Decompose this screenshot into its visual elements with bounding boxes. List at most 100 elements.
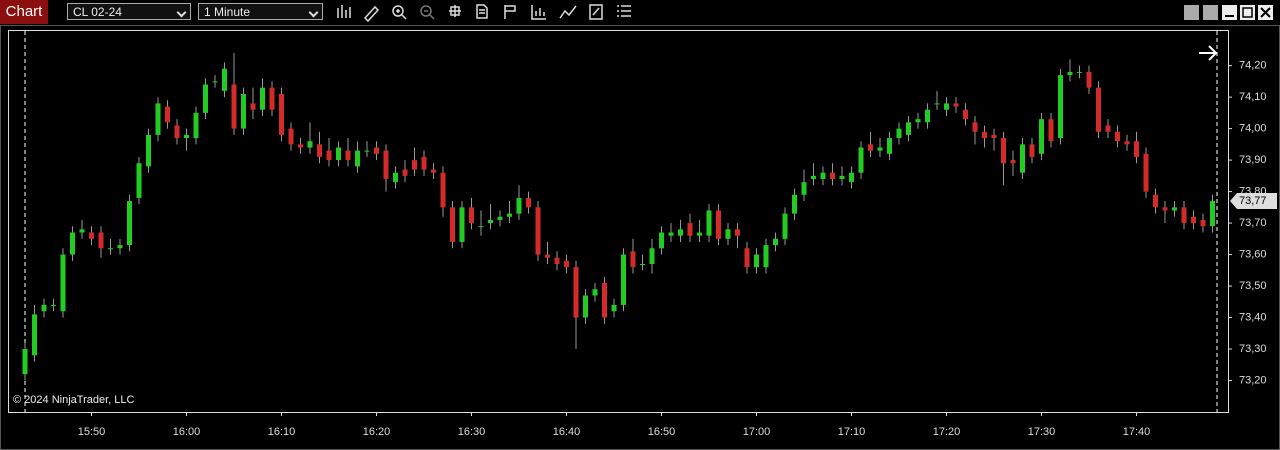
candle-body: [307, 141, 313, 148]
candle-body: [155, 103, 161, 135]
candle-body: [1172, 207, 1177, 211]
x-tick-label: 16:00: [173, 426, 201, 438]
candle-body: [906, 122, 911, 135]
candle-body: [640, 264, 645, 266]
candle-body: [801, 182, 807, 195]
scroll-arrow[interactable]: [1199, 45, 1218, 61]
candle-body: [621, 254, 626, 305]
x-tick-label: 17:20: [933, 426, 961, 438]
candle-body: [630, 251, 636, 268]
candle-body: [70, 232, 75, 255]
candle-body: [146, 134, 151, 167]
candle-body: [573, 267, 579, 318]
candle-body: [374, 147, 379, 154]
candle-body: [212, 81, 218, 83]
candle-body: [469, 207, 474, 224]
candle-body: [1039, 119, 1044, 154]
candle-body: [1143, 153, 1149, 192]
interval-select[interactable]: 1 Minute: [198, 3, 323, 20]
candle-body: [89, 232, 94, 239]
candle-body: [811, 175, 816, 179]
candle-body: [1020, 144, 1025, 173]
candle-body: [317, 144, 322, 157]
y-tick-label: 73,40: [1239, 311, 1267, 323]
candle-body: [782, 213, 788, 239]
candle-body: [1077, 71, 1082, 73]
candle-body: [545, 254, 550, 258]
candle-body: [1115, 131, 1120, 142]
candle-body: [963, 109, 968, 120]
candle-body: [79, 229, 85, 233]
y-tick-label: 73,20: [1239, 374, 1267, 386]
y-tick-label: 74,10: [1239, 91, 1267, 103]
candle-body: [336, 147, 341, 161]
candle-body: [288, 128, 294, 145]
x-tick-label: 17:40: [1123, 426, 1151, 438]
candle-body: [830, 172, 835, 179]
candle-body: [792, 194, 797, 214]
candle-body: [459, 207, 465, 242]
candle-body: [203, 84, 208, 113]
candle-body: [602, 282, 607, 318]
candle-body: [22, 349, 28, 375]
x-tick-label: 16:50: [648, 426, 676, 438]
candle-body: [402, 169, 408, 176]
candle-body: [260, 87, 265, 110]
candle-body: [431, 169, 436, 173]
candle-body: [231, 84, 237, 129]
candle-body: [355, 150, 360, 167]
candle-body: [165, 106, 170, 123]
instrument-select[interactable]: CL 02-24: [67, 3, 191, 20]
candle-body: [421, 156, 427, 170]
x-tick-label: 16:10: [268, 426, 296, 438]
candle-body: [383, 150, 389, 179]
candle-body: [1181, 207, 1187, 224]
candle-body: [925, 109, 930, 123]
candle-body: [51, 304, 56, 306]
candle-body: [868, 144, 873, 151]
candle-body: [697, 232, 702, 236]
candle-body: [32, 314, 37, 356]
candle-body: [687, 223, 693, 236]
candle-body: [488, 219, 493, 224]
candle-body: [716, 210, 721, 239]
last-price-marker: [1230, 193, 1277, 210]
candle-body: [193, 112, 199, 139]
candle-body: [269, 87, 275, 110]
candle-body: [1200, 219, 1206, 227]
candle-body: [896, 128, 902, 139]
candle-body: [858, 147, 864, 173]
candle-body: [944, 103, 949, 110]
candle-body: [678, 229, 683, 236]
candle-body: [915, 119, 921, 123]
candle-body: [668, 232, 674, 236]
candle-body: [1124, 141, 1130, 145]
candle-body: [953, 103, 959, 107]
x-tick-label: 17:10: [838, 426, 866, 438]
candle-body: [108, 248, 113, 250]
candle-body: [763, 245, 769, 268]
y-tick-label: 73,70: [1239, 217, 1267, 229]
candle-body: [583, 295, 588, 318]
candle-body: [1001, 138, 1006, 164]
candle-body: [1153, 194, 1158, 208]
y-tick-label: 73,50: [1239, 280, 1267, 292]
candle-body: [1086, 71, 1092, 88]
plot-border: [8, 30, 1229, 413]
candle-body: [345, 150, 351, 161]
candle-body: [298, 144, 303, 148]
x-tick-label: 17:30: [1028, 426, 1056, 438]
toolbar: Chart CL 02-24 1 Minute: [0, 0, 1280, 25]
y-tick-label: 73,90: [1239, 154, 1267, 166]
candle-body: [554, 257, 560, 265]
candle-body: [117, 245, 123, 249]
candle-body: [1067, 71, 1073, 76]
candle-body: [849, 172, 854, 183]
candle-body: [592, 289, 598, 296]
candle-body: [1191, 216, 1196, 224]
candle-body: [754, 254, 759, 268]
candle-body: [41, 304, 47, 312]
candle-body: [326, 150, 332, 161]
